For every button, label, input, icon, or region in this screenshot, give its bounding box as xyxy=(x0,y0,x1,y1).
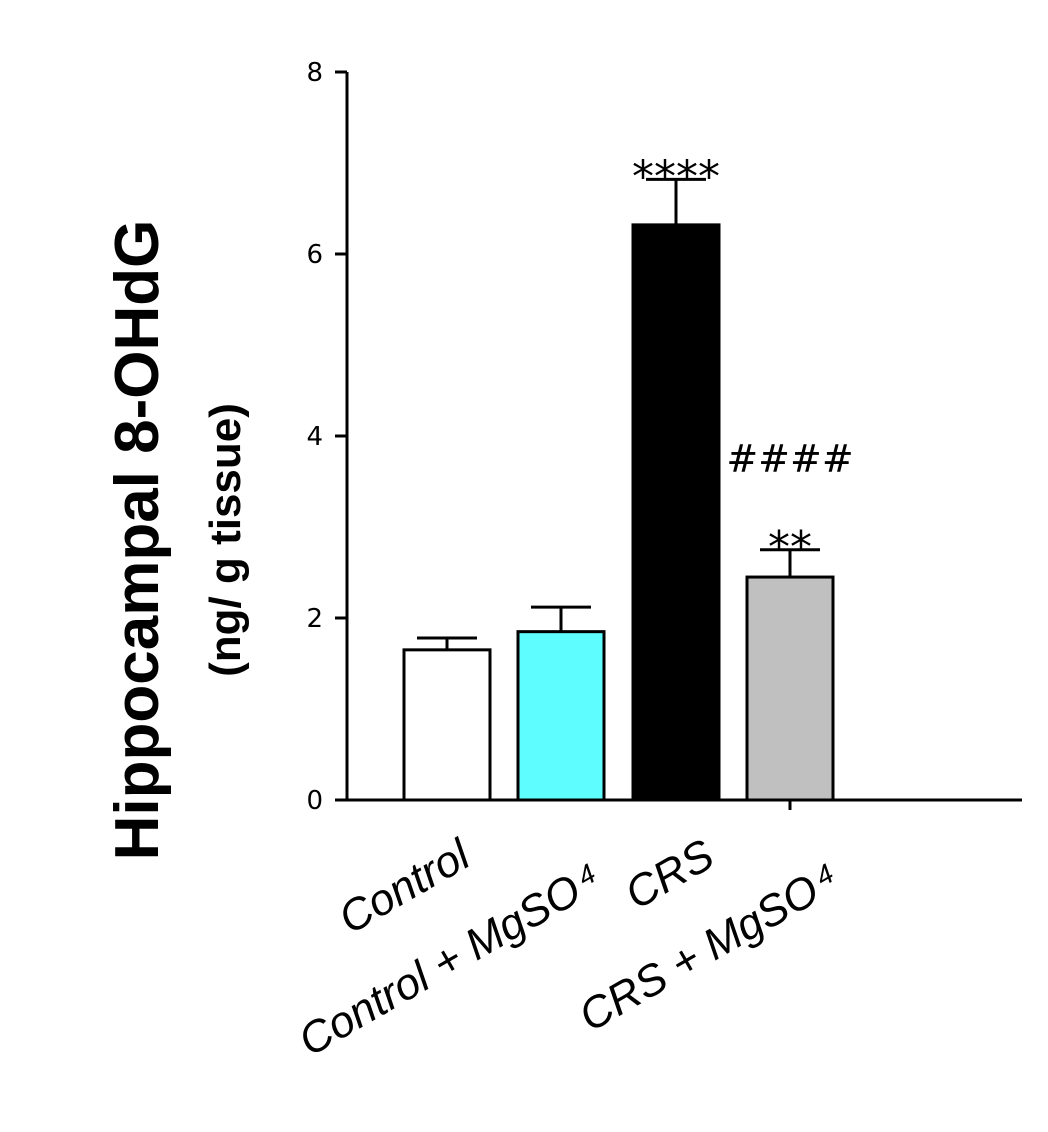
y-ticks: 0 2 4 6 8 xyxy=(306,58,347,816)
category-label-main: CRS xyxy=(617,830,722,919)
category-label: CRS xyxy=(617,830,722,919)
star-annotation: ** xyxy=(768,522,812,573)
star-annotation: **** xyxy=(632,151,720,202)
category-label-text: CRS xyxy=(617,830,722,919)
hash-annotation: #### xyxy=(726,437,853,481)
y-tick-label: 6 xyxy=(306,240,323,270)
y-tick-label: 2 xyxy=(306,604,323,634)
y-axis-label-group: Hippocampal 8-OHdG (ng/ g tissue) xyxy=(103,220,250,861)
y-axis-unit-label: (ng/ g tissue) xyxy=(201,403,250,677)
y-tick-label: 0 xyxy=(306,786,323,816)
category-label-main: CRS + MgSO xyxy=(571,865,827,1041)
category-label-text: CRS + MgSO4 xyxy=(571,854,846,1041)
bar xyxy=(402,648,492,802)
bar xyxy=(745,575,835,802)
bar xyxy=(516,630,606,802)
bars xyxy=(402,177,835,802)
y-tick-label: 4 xyxy=(306,422,323,452)
category-label: CRS + MgSO4 xyxy=(571,854,846,1042)
category-label-main: Control + MgSO xyxy=(291,865,590,1066)
bar xyxy=(631,223,721,802)
significance-annotations: **** #### ** xyxy=(632,151,854,572)
y-axis-label: Hippocampal 8-OHdG xyxy=(103,220,172,861)
y-tick-label: 8 xyxy=(306,58,323,88)
